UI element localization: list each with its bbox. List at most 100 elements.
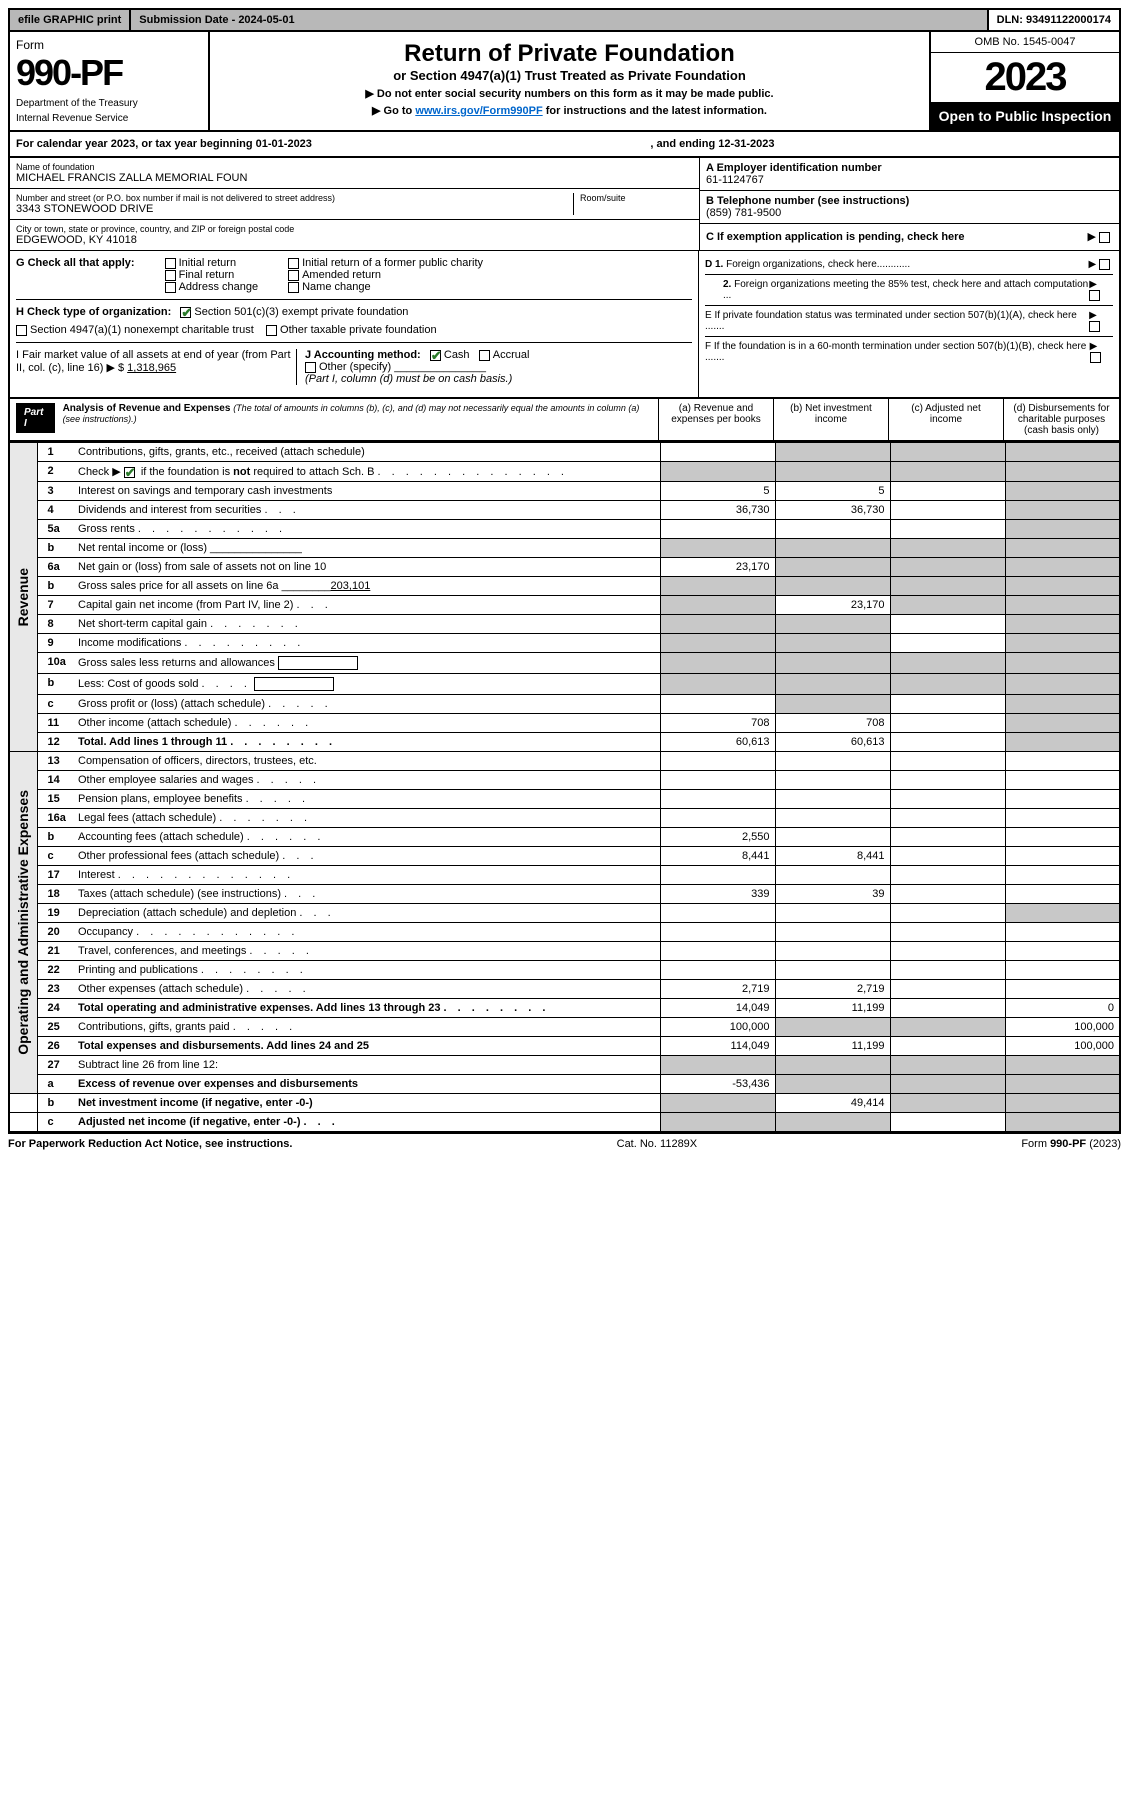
val-23b: 2,719 bbox=[775, 980, 890, 999]
line-4: Dividends and interest from securities .… bbox=[73, 501, 660, 520]
line-16b: Accounting fees (attach schedule) . . . … bbox=[73, 828, 660, 847]
submission-date: Submission Date - 2024-05-01 bbox=[131, 10, 988, 30]
line-21: Travel, conferences, and meetings . . . … bbox=[73, 942, 660, 961]
line-18: Taxes (attach schedule) (see instruction… bbox=[73, 885, 660, 904]
part1-label: Part I bbox=[16, 403, 55, 433]
topbar: efile GRAPHIC print Submission Date - 20… bbox=[8, 8, 1121, 32]
cb-amended[interactable] bbox=[288, 270, 299, 281]
page-footer: For Paperwork Reduction Act Notice, see … bbox=[8, 1133, 1121, 1154]
omb-number: OMB No. 1545-0047 bbox=[931, 32, 1119, 53]
f-checkbox[interactable] bbox=[1090, 352, 1101, 363]
line-16c: Other professional fees (attach schedule… bbox=[73, 847, 660, 866]
cb-initial[interactable] bbox=[165, 258, 176, 269]
line-26: Total expenses and disbursements. Add li… bbox=[73, 1037, 660, 1056]
note-ssn: ▶ Do not enter social security numbers o… bbox=[218, 87, 921, 100]
val-18b: 39 bbox=[775, 885, 890, 904]
val-11a: 708 bbox=[660, 714, 775, 733]
val-24d: 0 bbox=[1005, 999, 1120, 1018]
cat-no: Cat. No. 11289X bbox=[617, 1138, 698, 1150]
addr-label: Number and street (or P.O. box number if… bbox=[16, 193, 573, 203]
val-24a: 14,049 bbox=[660, 999, 775, 1018]
efile-label: efile GRAPHIC print bbox=[10, 10, 131, 30]
cb-4947[interactable] bbox=[16, 325, 27, 336]
h-label: H Check type of organization: bbox=[16, 306, 171, 318]
c-label: C If exemption application is pending, c… bbox=[706, 231, 965, 243]
val-3a: 5 bbox=[660, 482, 775, 501]
line-27a: Excess of revenue over expenses and disb… bbox=[73, 1075, 660, 1094]
cb-initial-former[interactable] bbox=[288, 258, 299, 269]
form990pf-link[interactable]: www.irs.gov/Form990PF bbox=[415, 105, 542, 117]
val-27aa: -53,436 bbox=[660, 1075, 775, 1094]
line-2: Check ▶ if the foundation is not require… bbox=[73, 462, 660, 482]
i-value: 1,318,965 bbox=[127, 362, 176, 374]
form-title: Return of Private Foundation bbox=[218, 40, 921, 68]
col-c: (c) Adjusted net income bbox=[889, 399, 1004, 440]
val-25d: 100,000 bbox=[1005, 1018, 1120, 1037]
city-label: City or town, state or province, country… bbox=[16, 224, 693, 234]
e-checkbox[interactable] bbox=[1089, 321, 1100, 332]
form-ref: Form 990-PF (2023) bbox=[1021, 1138, 1121, 1150]
line-9: Income modifications . . . . . . . . . bbox=[73, 634, 660, 653]
val-12a: 60,613 bbox=[660, 733, 775, 752]
cb-address[interactable] bbox=[165, 282, 176, 293]
part1-title: Analysis of Revenue and Expenses bbox=[63, 403, 231, 414]
name-label: Name of foundation bbox=[16, 162, 693, 172]
phone-label: B Telephone number (see instructions) bbox=[706, 195, 909, 207]
cb-schb[interactable] bbox=[124, 467, 135, 478]
line-8: Net short-term capital gain . . . . . . … bbox=[73, 615, 660, 634]
line-5b: Net rental income or (loss) ____________… bbox=[73, 539, 660, 558]
val-18a: 339 bbox=[660, 885, 775, 904]
form-label: Form bbox=[16, 38, 202, 52]
line-23: Other expenses (attach schedule) . . . .… bbox=[73, 980, 660, 999]
cb-cash[interactable] bbox=[430, 350, 441, 361]
cb-final[interactable] bbox=[165, 270, 176, 281]
cb-other-taxable[interactable] bbox=[266, 325, 277, 336]
form-number: 990-PF bbox=[16, 52, 202, 94]
line-27b: Net investment income (if negative, ente… bbox=[73, 1094, 660, 1113]
paperwork-notice: For Paperwork Reduction Act Notice, see … bbox=[8, 1138, 292, 1150]
dept-label: Department of the Treasury bbox=[16, 98, 202, 109]
c-checkbox[interactable] bbox=[1099, 232, 1110, 243]
part1-header: Part I Analysis of Revenue and Expenses … bbox=[8, 399, 1121, 442]
d2-checkbox[interactable] bbox=[1089, 290, 1100, 301]
val-7b: 23,170 bbox=[775, 596, 890, 615]
cb-501c3[interactable] bbox=[180, 307, 191, 318]
line-11: Other income (attach schedule) . . . . .… bbox=[73, 714, 660, 733]
line-14: Other employee salaries and wages . . . … bbox=[73, 771, 660, 790]
cb-accrual[interactable] bbox=[479, 350, 490, 361]
street-address: 3343 STONEWOOD DRIVE bbox=[16, 203, 573, 215]
j-note: (Part I, column (d) must be on cash basi… bbox=[305, 373, 512, 385]
val-25a: 100,000 bbox=[660, 1018, 775, 1037]
line-10b: Less: Cost of goods sold . . . . bbox=[73, 674, 660, 695]
line-27c: Adjusted net income (if negative, enter … bbox=[73, 1113, 660, 1133]
val-6b-inline: 203,101 bbox=[331, 580, 371, 592]
ein-value: 61-1124767 bbox=[706, 174, 764, 186]
line-27: Subtract line 26 from line 12: bbox=[73, 1056, 660, 1075]
val-26a: 114,049 bbox=[660, 1037, 775, 1056]
line-24: Total operating and administrative expen… bbox=[73, 999, 660, 1018]
val-3b: 5 bbox=[775, 482, 890, 501]
foundation-name: MICHAEL FRANCIS ZALLA MEMORIAL FOUN bbox=[16, 172, 693, 184]
line-3: Interest on savings and temporary cash i… bbox=[73, 482, 660, 501]
val-26b: 11,199 bbox=[775, 1037, 890, 1056]
irs-label: Internal Revenue Service bbox=[16, 113, 202, 124]
calendar-year-row: For calendar year 2023, or tax year begi… bbox=[8, 132, 1121, 158]
part1-table: Revenue 1Contributions, gifts, grants, e… bbox=[8, 442, 1121, 1133]
open-inspection: Open to Public Inspection bbox=[931, 102, 1119, 130]
val-4a: 36,730 bbox=[660, 501, 775, 520]
val-4b: 36,730 bbox=[775, 501, 890, 520]
line-22: Printing and publications . . . . . . . … bbox=[73, 961, 660, 980]
val-27bb: 49,414 bbox=[775, 1094, 890, 1113]
cb-other-method[interactable] bbox=[305, 362, 316, 373]
line-12: Total. Add lines 1 through 11 . . . . . … bbox=[73, 733, 660, 752]
line-5a: Gross rents . . . . . . . . . . . bbox=[73, 520, 660, 539]
val-24b: 11,199 bbox=[775, 999, 890, 1018]
line-10c: Gross profit or (loss) (attach schedule)… bbox=[73, 695, 660, 714]
note-link: ▶ Go to www.irs.gov/Form990PF for instru… bbox=[218, 104, 921, 117]
d1-checkbox[interactable] bbox=[1099, 259, 1110, 270]
form-subtitle: or Section 4947(a)(1) Trust Treated as P… bbox=[218, 68, 921, 83]
cb-name[interactable] bbox=[288, 282, 299, 293]
val-16ca: 8,441 bbox=[660, 847, 775, 866]
line-25: Contributions, gifts, grants paid . . . … bbox=[73, 1018, 660, 1037]
val-26d: 100,000 bbox=[1005, 1037, 1120, 1056]
